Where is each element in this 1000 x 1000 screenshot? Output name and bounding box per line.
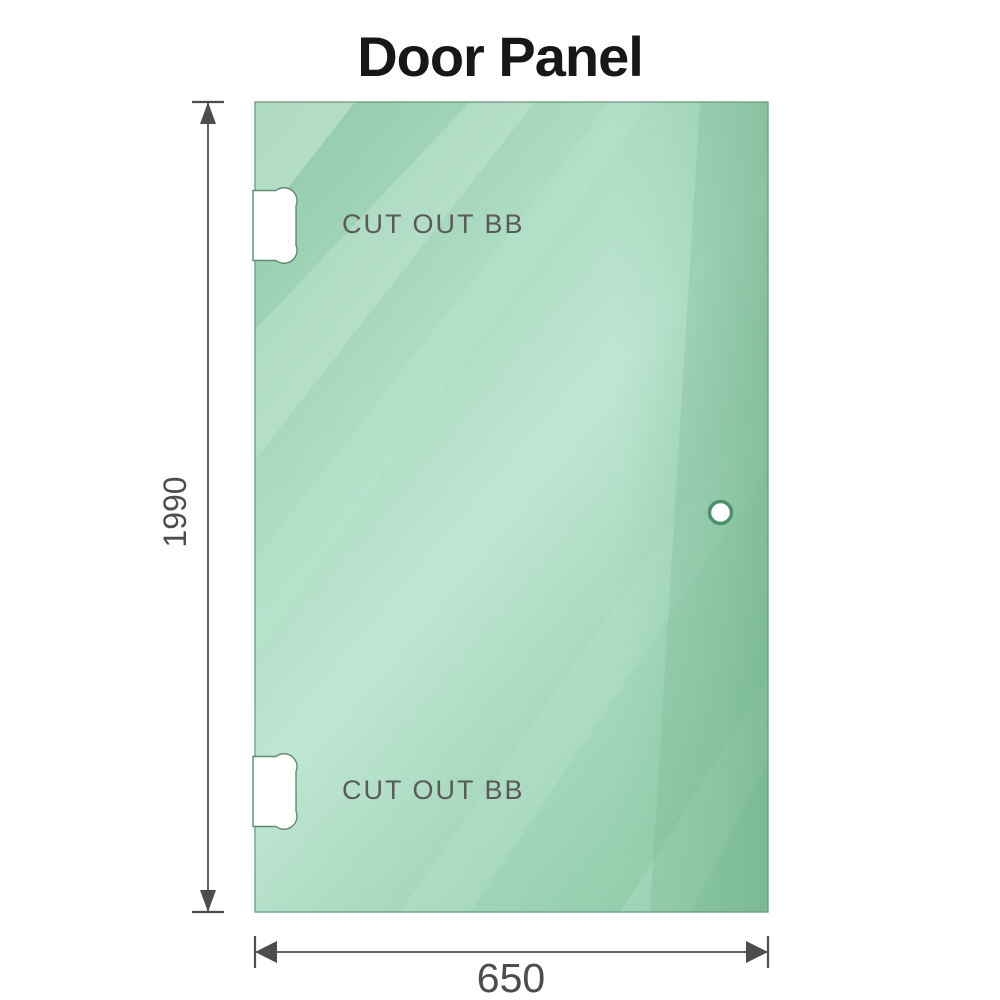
svg-text:CUT OUT BB: CUT OUT BB — [342, 209, 525, 239]
svg-text:1990: 1990 — [157, 476, 193, 547]
svg-text:CUT OUT BB: CUT OUT BB — [342, 775, 525, 805]
svg-text:650: 650 — [477, 955, 545, 1000]
